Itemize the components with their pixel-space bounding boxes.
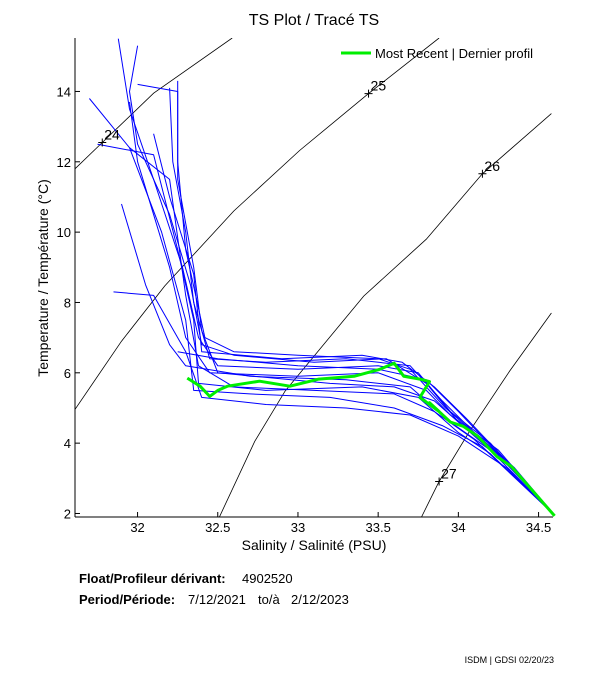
profile-line: [153, 133, 555, 516]
most-recent-profile: [186, 361, 556, 517]
period-start: 7/12/2021: [188, 592, 246, 607]
x-tick-label: 32.5: [205, 520, 230, 535]
y-tick-label: 14: [57, 84, 71, 99]
contour-label-25: 25: [371, 78, 387, 94]
y-tick-label: 6: [64, 366, 71, 381]
x-tick-label: 32: [130, 520, 144, 535]
y-axis-label: Temperature / Température (°C): [35, 179, 51, 377]
y-tick-label: 10: [57, 225, 71, 240]
period-separator: to/à: [258, 592, 280, 607]
x-tick-label: 33: [291, 520, 305, 535]
float-id: 4902520: [242, 571, 293, 586]
period-label: Period/Période:: [79, 592, 175, 607]
profile-line: [117, 38, 555, 516]
contour-label-26: 26: [484, 158, 500, 174]
profile-line: [129, 147, 555, 516]
x-tick-label: 34: [451, 520, 465, 535]
float-label: Float/Profileur dérivant:: [79, 571, 226, 586]
contour-label-marker: [98, 138, 107, 147]
profile-line: [97, 143, 555, 516]
y-tick-label: 4: [64, 436, 71, 451]
contour-label-marker: [478, 169, 487, 178]
float-info: Float/Profileur dérivant: 4902520 Period…: [79, 571, 349, 607]
x-tick-label: 33.5: [366, 520, 391, 535]
x-tick-label: 34.5: [526, 520, 551, 535]
y-tick-label: 8: [64, 295, 71, 310]
contour-label-27: 27: [441, 465, 457, 481]
contour-label-24: 24: [104, 126, 120, 142]
contour-label-marker: [364, 89, 373, 98]
density-contour-24: [75, 38, 233, 170]
x-axis-label: Salinity / Salinité (PSU): [242, 537, 387, 553]
legend-label-most-recent: Most Recent | Dernier profil: [375, 46, 533, 61]
y-tick-label: 12: [57, 155, 71, 170]
contour-label-marker: [435, 477, 444, 486]
chart-title: TS Plot / Tracé TS: [249, 12, 379, 29]
profile-line: [113, 291, 555, 516]
profile-lines: [89, 38, 556, 517]
profile-line: [121, 203, 555, 516]
y-tick-label: 2: [64, 506, 71, 521]
legend: Most Recent | Dernier profil: [341, 46, 533, 61]
footer-credit: ISDM | GDSI 02/20/23: [465, 655, 554, 665]
period-end: 2/12/2023: [291, 592, 349, 607]
profile-line: [177, 351, 555, 516]
